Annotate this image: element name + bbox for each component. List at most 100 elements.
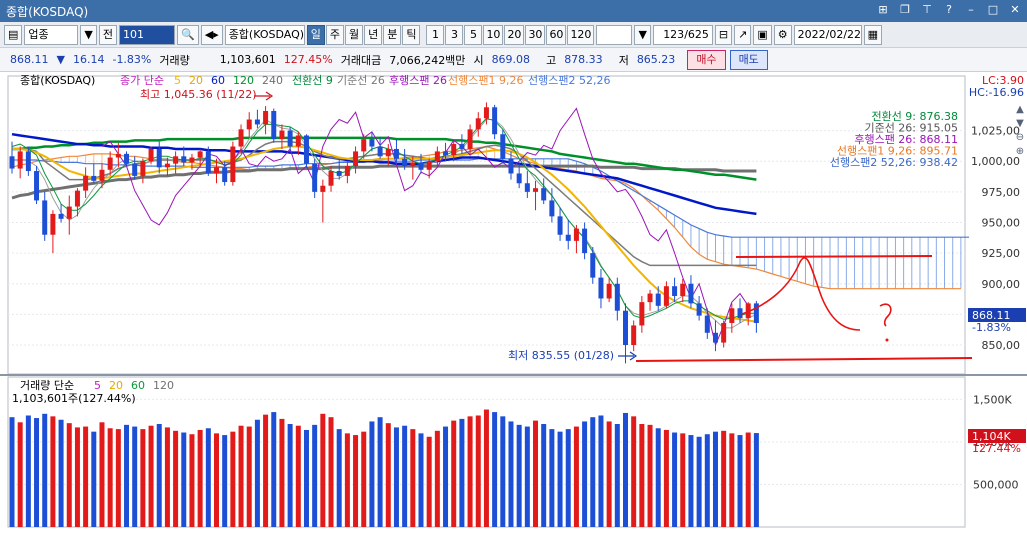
candle-body: [246, 119, 252, 130]
interval-button[interactable]: 30: [525, 24, 546, 45]
interval-custom-input[interactable]: [596, 24, 633, 45]
candle-body: [549, 200, 555, 217]
volume-bar: [655, 428, 661, 527]
interval-button[interactable]: 5: [464, 24, 483, 45]
candle-body: [58, 213, 64, 219]
candle-body: [254, 119, 260, 125]
ma60-line: [11, 132, 757, 216]
volume-bar: [246, 426, 252, 527]
candle-body: [606, 283, 612, 299]
candle-body: [492, 107, 498, 135]
minimize-icon[interactable]: –: [968, 3, 974, 16]
layout-icon[interactable]: ▤: [4, 24, 23, 45]
candle-body: [83, 175, 89, 191]
code-input[interactable]: 101: [119, 24, 175, 45]
volume-bar: [58, 419, 64, 527]
candle-body: [418, 162, 424, 170]
maximize-icon[interactable]: □: [987, 3, 999, 16]
interval-button[interactable]: 120: [567, 24, 595, 45]
buy-button[interactable]: 매수: [687, 49, 726, 70]
volume-bar: [344, 433, 350, 527]
market-select[interactable]: 업종: [24, 24, 79, 45]
candle-body: [483, 107, 489, 119]
candle-body: [647, 293, 653, 303]
close-icon[interactable]: ✕: [1010, 3, 1020, 16]
save-icon[interactable]: ▣: [753, 24, 772, 45]
candle-body: [42, 200, 48, 235]
price-volume-chart[interactable]: 850,00875,00900,00925,00950,00975,001,00…: [0, 72, 1027, 534]
candle-body: [451, 144, 457, 156]
volume-bar: [704, 434, 710, 527]
period-tab[interactable]: 년: [364, 24, 383, 45]
candle-body: [696, 303, 702, 316]
candle-body: [222, 167, 228, 183]
interval-dropdown-icon[interactable]: ▼: [634, 24, 651, 45]
candle-body: [434, 151, 440, 162]
candle-body: [516, 173, 522, 184]
candle-body: [50, 213, 56, 235]
index-name-field: 종합(KOSDAQ): [224, 24, 305, 45]
volume-bar: [238, 425, 244, 527]
candle-body: [655, 293, 661, 306]
volume-bar: [573, 426, 579, 527]
candles: [9, 102, 759, 364]
volume-bar: [434, 430, 440, 527]
volume-bar: [467, 416, 473, 527]
volume-bar: [565, 429, 571, 527]
volume-bar: [173, 430, 179, 527]
interval-button[interactable]: 60: [546, 24, 567, 45]
candle-body: [737, 308, 743, 319]
down-arrow-icon: ▼: [56, 53, 65, 66]
period-tab[interactable]: 월: [344, 24, 364, 45]
volume-bar: [230, 431, 236, 527]
interval-button[interactable]: 1: [426, 24, 445, 45]
volume-bar: [410, 429, 416, 527]
volume-bar: [320, 413, 326, 527]
volume-bar: [721, 430, 727, 527]
interval-button[interactable]: 20: [504, 24, 525, 45]
volume-bar: [688, 435, 694, 527]
restore-icon[interactable]: ❐: [900, 3, 910, 16]
volume-bar: [25, 415, 31, 527]
shrink-icon[interactable]: ⊟: [714, 24, 733, 45]
sound-icon[interactable]: ◀▸: [200, 24, 223, 45]
period-tab[interactable]: 일: [306, 24, 325, 45]
candle-body: [541, 188, 547, 201]
volume-bar: [516, 424, 522, 527]
candle-body: [295, 135, 301, 147]
volume-bar: [492, 412, 498, 527]
period-tab[interactable]: 틱: [402, 24, 421, 45]
high-value: 878.33: [564, 53, 603, 66]
candle-body: [189, 157, 195, 163]
candle-body: [573, 228, 579, 241]
candle-body: [263, 110, 269, 125]
pin-icon[interactable]: ⊤: [922, 3, 932, 16]
trend-icon[interactable]: ↗: [734, 24, 752, 45]
price-tick-label: 850,00: [982, 339, 1021, 352]
interval-button[interactable]: 10: [483, 24, 504, 45]
help-icon[interactable]: ?: [946, 3, 952, 16]
volume-bar: [631, 416, 637, 527]
sell-button[interactable]: 매도: [729, 49, 768, 70]
period-tab[interactable]: 주: [325, 24, 344, 45]
period-tab[interactable]: 분: [383, 24, 402, 45]
support-line: [635, 357, 973, 362]
volume-bar: [50, 416, 56, 527]
volume-bar: [590, 417, 596, 527]
candle-body: [25, 151, 31, 172]
link-icon[interactable]: ⊞: [878, 3, 888, 16]
volume-legend-value: 1,103,601주(127.44%): [12, 392, 136, 405]
open-label: 시: [473, 53, 484, 67]
calendar-icon[interactable]: ▦: [863, 24, 883, 45]
settings-icon[interactable]: ⚙: [773, 24, 792, 45]
count-field[interactable]: 123/625: [652, 24, 713, 45]
volume-bar: [451, 420, 457, 527]
market-dropdown-icon[interactable]: ▼: [80, 24, 97, 45]
date-input[interactable]: 2022/02/22: [793, 24, 862, 45]
search-icon[interactable]: 🔍: [177, 24, 199, 45]
candle-body: [124, 153, 130, 164]
interval-button[interactable]: 3: [445, 24, 464, 45]
volume-bar: [443, 426, 449, 527]
jeon-button[interactable]: 전: [98, 24, 117, 45]
volume-bar: [623, 412, 628, 527]
